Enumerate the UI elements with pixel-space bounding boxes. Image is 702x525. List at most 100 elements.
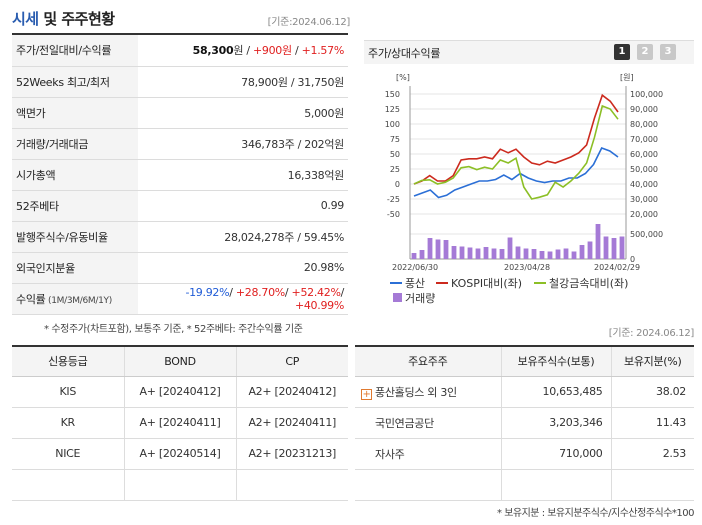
chart-grid xyxy=(410,93,626,235)
volume-bar xyxy=(499,249,505,259)
left-tick-label: 50 xyxy=(390,150,400,159)
section-title: 시세 및 주주현황 xyxy=(12,10,115,28)
legend-swatch-volume xyxy=(393,293,402,302)
row-value: 20.98% xyxy=(138,252,348,284)
holders-note: * 보유지분 : 보유지분주식수/지수산정주식수*100 xyxy=(497,508,694,519)
volume-bars xyxy=(411,224,625,259)
col-header: 신용등급 xyxy=(12,345,124,377)
table-header-row: 주요주주 보유주식수(보통) 보유지분(%) xyxy=(355,345,694,377)
price-value: 58,300원 / +900원 / +1.57% xyxy=(138,35,348,67)
legend-label-volume: 거래량 xyxy=(405,292,435,305)
row-key: 수익률 (1M/3M/6M/1Y) xyxy=(12,283,138,315)
volume-bar xyxy=(571,251,577,259)
volume-bar xyxy=(475,248,481,259)
cell: KIS xyxy=(12,376,124,408)
table-row: 자사주 710,000 2.53 xyxy=(355,438,694,470)
holder-pct: 11.43 xyxy=(610,407,694,439)
table-row: 국민연금공단 3,203,346 11.43 xyxy=(355,407,694,439)
table-row: 외국인지분율 20.98% xyxy=(12,252,348,284)
volume-bar xyxy=(595,224,601,259)
table-row-empty xyxy=(12,469,348,501)
row-value: 16,338억원 xyxy=(138,159,348,191)
left-tick-label: -50 xyxy=(387,210,400,219)
x-tick-label: 2023/04/28 xyxy=(504,263,550,272)
row-key: 52Weeks 최고/최저 xyxy=(12,66,138,98)
volume-bar xyxy=(579,245,585,259)
price-note: * 수정주가(차트포함), 보통주 기준, * 52주베타: 주간수익률 기준 xyxy=(44,324,303,335)
left-tick-label: 0 xyxy=(395,180,400,189)
base-date: [기준:2024.06.12] xyxy=(267,17,351,28)
holder-shares: 710,000 xyxy=(500,438,611,470)
cell: A2+ [20240411] xyxy=(235,407,348,439)
left-axis-unit: [%] xyxy=(396,73,410,82)
credit-rating-table: 신용등급 BOND CP KIS A+ [20240412] A2+ [2024… xyxy=(12,345,348,501)
left-tick-label: 125 xyxy=(385,105,400,114)
price-info-table: 주가/전일대비/수익률 58,300원 / +900원 / +1.57% 52W… xyxy=(12,35,348,315)
cell: KR xyxy=(12,407,124,439)
volume-bar xyxy=(523,248,529,259)
chart-title: 주가/상대수익률 xyxy=(368,47,441,60)
col-header: 주요주주 xyxy=(355,345,501,377)
left-tick-label: 100 xyxy=(385,120,400,129)
table-row: + 풍산홀딩스 외 3인 10,653,485 38.02 xyxy=(355,376,694,408)
col-header: CP xyxy=(235,345,348,377)
right-tick-label: 100,000 xyxy=(630,90,663,99)
price-chart: [%] [원] 150 125 100 75 50 25 0 -25 -50 100,000 90,00… xyxy=(385,73,663,305)
cell xyxy=(12,469,124,501)
right-tick-label: 20,000 xyxy=(630,210,658,219)
col-header: 보유지분(%) xyxy=(610,345,694,377)
base-date-2: [기준: 2024.06.12] xyxy=(608,328,695,339)
cell xyxy=(235,469,348,501)
volume-bar xyxy=(443,240,449,259)
row-key: 52주베타 xyxy=(12,190,138,222)
x-tick-label: 2024/02/29 xyxy=(594,263,640,272)
volume-bar xyxy=(587,241,593,259)
table-row: 액면가 5,000원 xyxy=(12,97,348,129)
row-key: 외국인지분율 xyxy=(12,252,138,284)
right-tick-label: 90,000 xyxy=(630,105,658,114)
cell xyxy=(355,469,501,501)
volume-bar xyxy=(491,248,497,259)
returns-value: -19.92%/ +28.70%/ +52.42%/ +40.99% xyxy=(138,283,348,315)
volume-bar xyxy=(611,238,617,259)
volume-bar xyxy=(563,248,569,259)
table-row-empty xyxy=(355,469,694,501)
volume-bar xyxy=(435,239,441,259)
table-row: KR A+ [20240411] A2+ [20240411] xyxy=(12,407,348,439)
row-value: 28,024,278주 / 59.45% xyxy=(138,221,348,253)
volume-bar xyxy=(507,237,513,259)
cell: A+ [20240411] xyxy=(123,407,236,439)
volume-bar xyxy=(427,238,433,259)
volume-bar xyxy=(419,250,425,259)
holder-name: 국민연금공단 xyxy=(355,407,501,439)
row-key: 발행주식수/유동비율 xyxy=(12,221,138,253)
period-button-2[interactable]: 2 xyxy=(637,44,653,60)
row-key: 액면가 xyxy=(12,97,138,129)
table-row: 시가총액 16,338억원 xyxy=(12,159,348,191)
left-tick-label: 75 xyxy=(390,135,400,144)
volume-bar xyxy=(459,246,465,259)
expand-icon[interactable]: + xyxy=(361,388,372,400)
cell xyxy=(123,469,236,501)
period-button-3[interactable]: 3 xyxy=(660,44,676,60)
cell: A+ [20240412] xyxy=(123,376,236,408)
legend-label-kospi: KOSPI대비(좌) xyxy=(451,277,522,290)
row-key: 거래량/거래대금 xyxy=(12,128,138,160)
col-header: 보유주식수(보통) xyxy=(500,345,611,377)
chart-axes: [%] [원] 150 125 100 75 50 25 0 -25 -50 100,000 90,00… xyxy=(385,73,663,272)
legend-label-steel: 철강금속대비(좌) xyxy=(549,277,628,290)
cell: NICE xyxy=(12,438,124,470)
table-row: NICE A+ [20240514] A2+ [20231213] xyxy=(12,438,348,470)
right-tick-label: 40,000 xyxy=(630,180,658,189)
chart-legend: 풍산 KOSPI대비(좌) 철강금속대비(좌) 거래량 xyxy=(390,277,628,305)
table-row: 수익률 (1M/3M/6M/1Y) -19.92%/ +28.70%/ +52.… xyxy=(12,283,348,315)
left-tick-label: -25 xyxy=(387,195,400,204)
header-divider xyxy=(12,33,348,35)
period-button-1[interactable]: 1 xyxy=(614,44,630,60)
row-value: 0.99 xyxy=(138,190,348,222)
x-tick-label: 2022/06/30 xyxy=(392,263,438,272)
row-value: 5,000원 xyxy=(138,97,348,129)
volume-bar xyxy=(411,253,417,259)
holder-name[interactable]: + 풍산홀딩스 외 3인 xyxy=(355,376,501,408)
row-value: 78,900원 / 31,750원 xyxy=(138,66,348,98)
